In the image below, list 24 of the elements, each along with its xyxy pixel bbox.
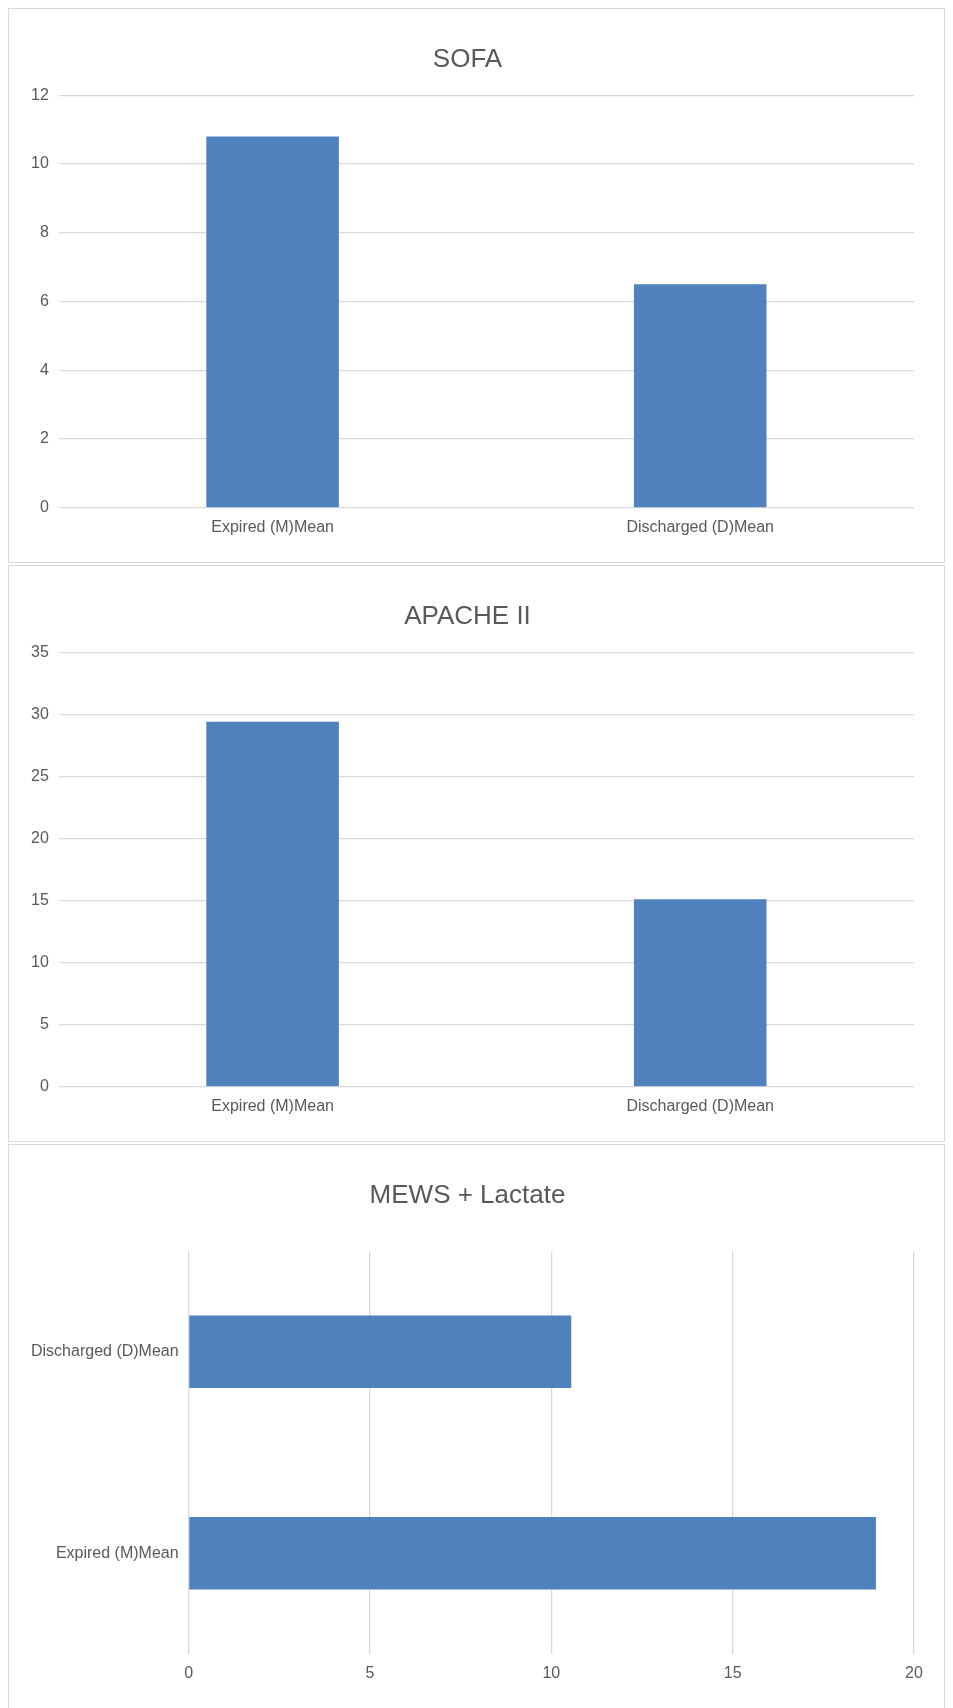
y-tick-label: 8 (39, 223, 49, 241)
y-tick-label: 5 (39, 1015, 49, 1033)
x-tick-label: 0 (184, 1663, 194, 1681)
chart-title: SOFA (432, 42, 503, 73)
y-tick-label: 0 (39, 498, 49, 516)
y-tick-label: 10 (31, 953, 49, 971)
x-tick-label: 10 (542, 1663, 561, 1681)
y-tick-label: 35 (31, 642, 49, 660)
x-tick-label: 5 (365, 1663, 375, 1681)
y-tick-label: 12 (31, 85, 49, 103)
y-tick-label: 20 (31, 828, 49, 846)
y-tick-label: 10 (31, 154, 49, 172)
x-tick-label: 20 (905, 1663, 923, 1681)
y-tick-label: Discharged (D)Mean (31, 1342, 179, 1360)
y-tick-label: 0 (39, 1077, 49, 1095)
y-tick-label: 25 (31, 766, 49, 784)
y-tick-label: 15 (31, 890, 49, 908)
x-tick-label: 15 (723, 1663, 742, 1681)
y-tick-label: 2 (39, 429, 49, 447)
y-tick-label: 6 (39, 291, 49, 309)
chart-title: APACHE II (404, 599, 531, 630)
y-tick-label: 4 (39, 360, 49, 378)
chart-title: MEWS + Lactate (369, 1178, 566, 1209)
y-tick-label: 30 (31, 704, 49, 722)
